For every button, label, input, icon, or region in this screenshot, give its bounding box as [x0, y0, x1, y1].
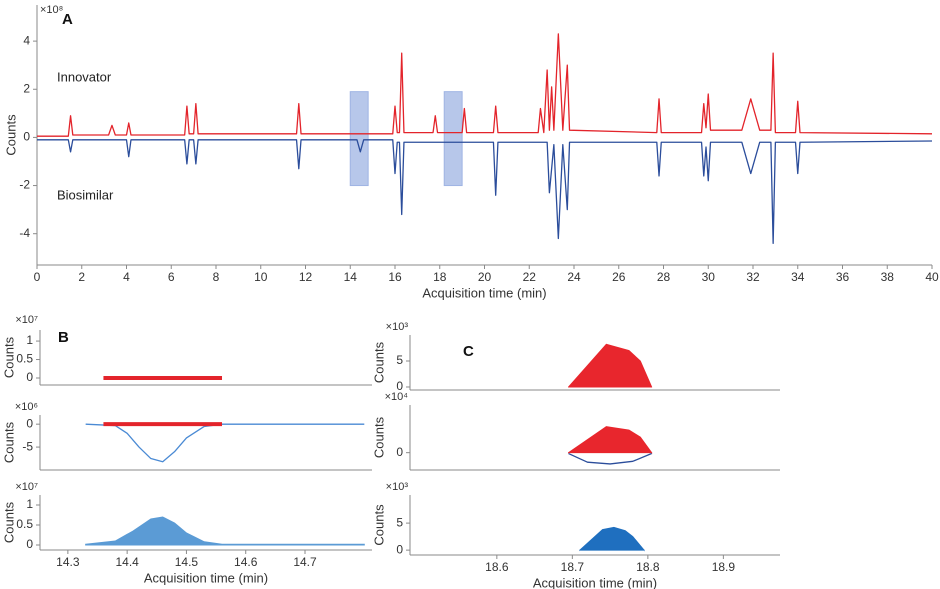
y-tick-label: -5 — [22, 439, 33, 453]
x-axis-label: Acquisition time (min) — [422, 285, 546, 300]
x-axis-label: Acquisition time (min) — [144, 570, 268, 585]
x-tick-label: 8 — [213, 270, 220, 284]
y-multiplier: ×10³ — [386, 481, 409, 493]
x-tick-label: 24 — [567, 270, 581, 284]
y-multiplier: ×10⁷ — [15, 314, 38, 326]
y-axis-label: Counts — [371, 504, 386, 546]
y-tick-label: 0.5 — [16, 352, 33, 366]
y-tick-label: 0 — [396, 379, 403, 393]
y-tick-label: 5 — [396, 515, 403, 529]
y-axis-label: Counts — [1, 501, 16, 543]
y-axis-label: Counts — [3, 114, 18, 156]
trace-line — [37, 139, 933, 244]
y-tick-label: 0 — [26, 537, 33, 551]
x-tick-label: 30 — [702, 270, 716, 284]
y-axis-label: Counts — [1, 421, 16, 463]
y-tick-label: 1 — [26, 497, 33, 511]
y-tick-label: 0 — [26, 416, 33, 430]
y-tick-label: 0.5 — [16, 517, 33, 531]
highlight-region — [349, 91, 369, 187]
x-tick-label: 16 — [388, 270, 402, 284]
x-tick-label: 14.4 — [115, 555, 139, 569]
x-tick-label: 22 — [523, 270, 537, 284]
y-tick-label: 0 — [26, 370, 33, 384]
y-multiplier: ×10⁴ — [385, 391, 409, 403]
series-label: Biosimilar — [57, 187, 114, 202]
x-tick-label: 14 — [344, 270, 358, 284]
y-tick-label: 5 — [396, 353, 403, 367]
x-tick-label: 40 — [925, 270, 939, 284]
x-tick-label: 18.9 — [712, 560, 736, 574]
area — [568, 426, 653, 455]
x-tick-label: 14.5 — [175, 555, 199, 569]
trace-line — [37, 33, 933, 137]
area — [85, 516, 365, 546]
y-tick-label: -2 — [19, 178, 30, 192]
x-tick-label: 4 — [123, 270, 130, 284]
x-axis-label: Acquisition time (min) — [533, 575, 657, 589]
x-tick-label: 18 — [433, 270, 447, 284]
y-multiplier: ×10³ — [386, 321, 409, 333]
y-multiplier: ×10⁷ — [15, 481, 38, 493]
x-tick-label: 34 — [791, 270, 805, 284]
x-tick-label: 20 — [478, 270, 492, 284]
series-label: Innovator — [57, 69, 112, 84]
x-tick-label: 28 — [657, 270, 671, 284]
panel-label: B — [58, 329, 69, 346]
y-tick-label: 1 — [26, 333, 33, 347]
y-axis-label: Counts — [1, 336, 16, 378]
y-axis-label: Counts — [371, 341, 386, 383]
x-tick-label: 36 — [836, 270, 850, 284]
y-multiplier: ×10⁶ — [15, 401, 38, 413]
y-tick-label: 4 — [23, 33, 30, 47]
highlight-region — [443, 91, 463, 187]
y-multiplier: ×10⁸ — [40, 4, 63, 16]
trace-line — [568, 452, 652, 465]
x-tick-label: 0 — [34, 270, 41, 284]
y-axis-label: Counts — [371, 416, 386, 458]
x-tick-label: 18.6 — [485, 560, 509, 574]
area — [568, 343, 653, 388]
x-tick-label: 14.6 — [234, 555, 258, 569]
x-tick-label: 18.7 — [561, 560, 585, 574]
panel-label: C — [463, 343, 474, 360]
x-tick-label: 6 — [168, 270, 175, 284]
x-tick-label: 38 — [881, 270, 895, 284]
x-tick-label: 14.3 — [56, 555, 80, 569]
x-tick-label: 10 — [254, 270, 268, 284]
y-tick-label: 2 — [23, 81, 30, 95]
x-tick-label: 12 — [299, 270, 313, 284]
x-tick-label: 32 — [746, 270, 760, 284]
x-tick-label: 26 — [612, 270, 626, 284]
x-tick-label: 14.7 — [293, 555, 317, 569]
x-tick-label: 2 — [78, 270, 85, 284]
y-tick-label: -4 — [19, 226, 30, 240]
trace-line — [85, 423, 365, 463]
x-tick-label: 18.8 — [636, 560, 660, 574]
y-tick-label: 0 — [23, 130, 30, 144]
panel-label: A — [62, 11, 73, 28]
area — [579, 526, 645, 552]
y-tick-label: 0 — [396, 542, 403, 556]
y-tick-label: 0 — [396, 445, 403, 459]
